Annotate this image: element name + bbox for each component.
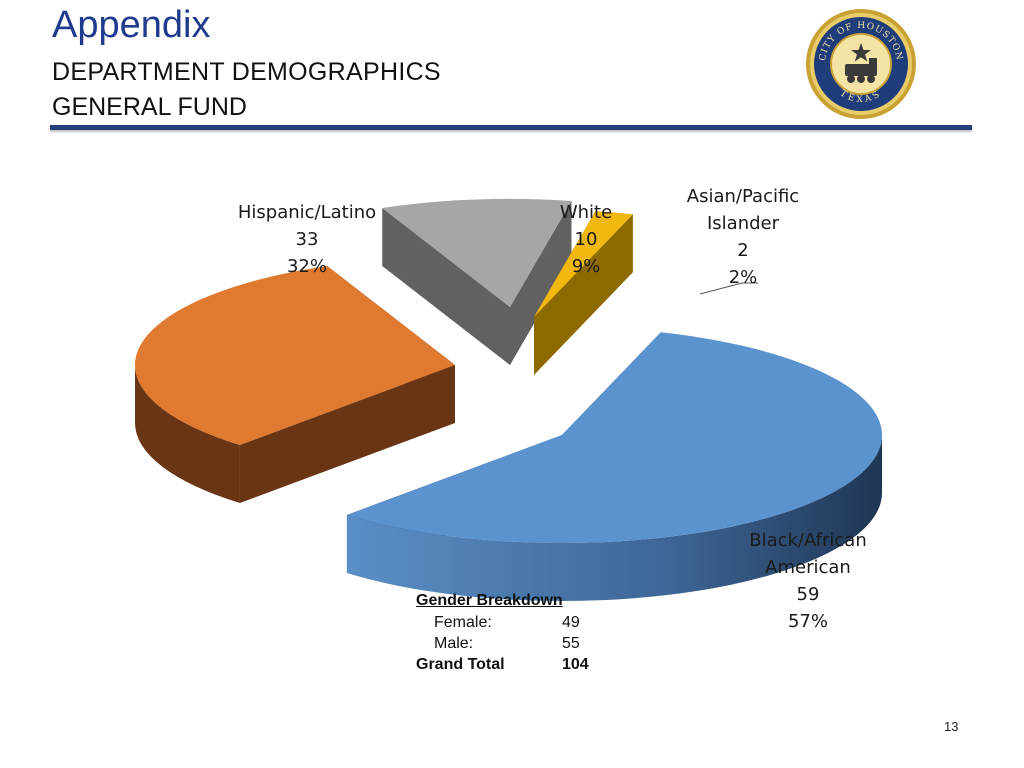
pie-slice-white: [382, 199, 572, 365]
label-black-name-2: American: [765, 557, 851, 578]
label-black-percent: 57%: [787, 611, 828, 632]
gender-breakdown-title: Gender Breakdown: [416, 592, 563, 609]
page-title: Appendix: [52, 4, 211, 46]
label-white-count: 10: [574, 229, 598, 250]
pie-slice-black-african-american: [346, 332, 883, 601]
gender-breakdown-table: Gender Breakdown Female: 49 Male: 55 Gra…: [416, 590, 616, 675]
label-asian-count: 2: [737, 240, 749, 261]
gender-female-label: Female:: [434, 614, 492, 631]
gender-row-total: Grand Total 104: [416, 654, 616, 675]
label-hispanic-count: 33: [295, 229, 319, 250]
grand-total-label: Grand Total: [416, 656, 505, 673]
label-asian-name-2: Islander: [706, 213, 780, 234]
pie-slice-wall-asian-pacific-islander: [534, 214, 633, 375]
label-white-name: White: [559, 202, 613, 223]
label-black-name: Black/African: [749, 530, 867, 551]
label-hispanic: Hispanic/Latino 33 32%: [214, 199, 400, 280]
label-asian: Asian/Pacific Islander 2 2%: [670, 183, 816, 291]
pie-slice-wall-white: [510, 201, 572, 365]
gender-female-value: 49: [562, 614, 580, 631]
page-number: 13: [944, 719, 959, 734]
page-subtitle-fund: GENERAL FUND: [52, 93, 247, 121]
label-black: Black/African American 59 57%: [730, 527, 886, 635]
city-seal-logo: CITY OF HOUSTON TEXAS: [806, 9, 916, 119]
pie-slice-top-asian-pacific-islander: [534, 211, 633, 317]
pie-slice-side-black-african-american: [346, 435, 883, 601]
pie-slice-asian-pacific-islander: [534, 211, 633, 375]
pie-slice-top-black-african-american: [346, 332, 883, 543]
label-white-percent: 9%: [571, 256, 601, 277]
pie-slice-wall-hispanic-latino: [239, 365, 455, 503]
label-hispanic-name: Hispanic/Latino: [237, 202, 377, 223]
gender-row-male: Male: 55: [416, 633, 616, 654]
pie-slice-top-hispanic-latino: [134, 265, 455, 445]
pie-slice-hispanic-latino: [134, 265, 455, 503]
gender-male-value: 55: [562, 635, 580, 652]
label-black-count: 59: [796, 584, 820, 605]
pie-slice-side-hispanic-latino: [135, 365, 240, 503]
pie-slice-top-white: [382, 199, 572, 307]
label-asian-name: Asian/Pacific: [686, 186, 800, 207]
grand-total-value: 104: [562, 656, 589, 673]
label-white: White 10 9%: [530, 199, 642, 280]
header-divider: [50, 125, 972, 130]
gender-male-label: Male:: [434, 635, 474, 652]
pie-slice-wall-white: [382, 207, 510, 365]
label-asian-percent: 2%: [728, 267, 758, 288]
page-subtitle: DEPARTMENT DEMOGRAPHICS: [52, 58, 441, 86]
gender-row-female: Female: 49: [416, 612, 616, 633]
label-hispanic-percent: 32%: [286, 256, 327, 277]
